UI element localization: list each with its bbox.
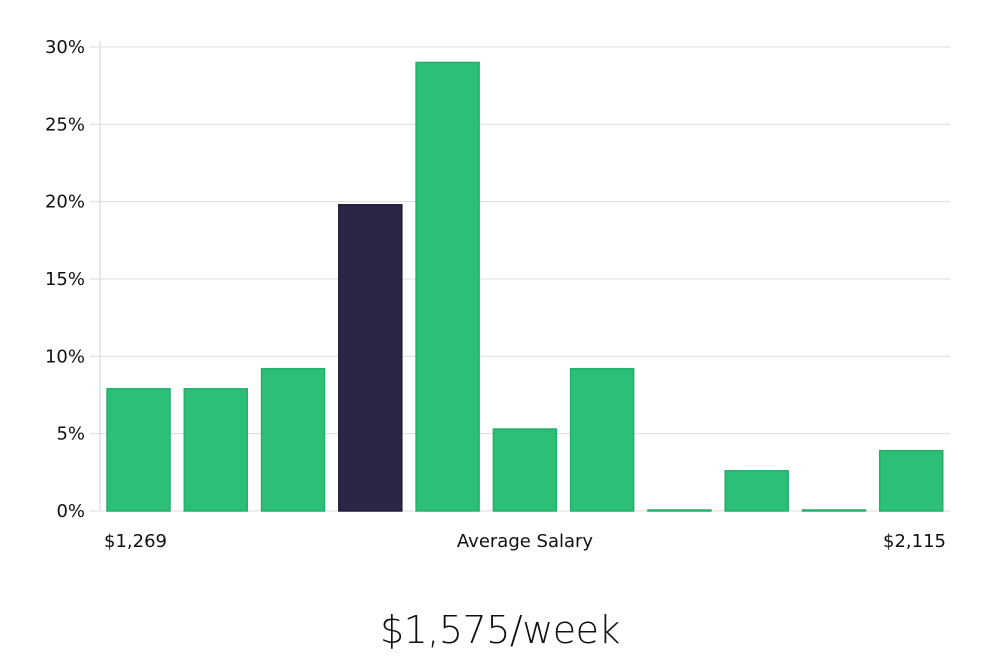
x-max-label: $2,115 (883, 531, 946, 552)
bar (183, 388, 249, 512)
y-tick-label: 25% (45, 114, 85, 135)
bar (260, 367, 326, 512)
bar (878, 449, 944, 512)
bar (492, 428, 558, 512)
bar-highlighted (338, 204, 403, 512)
bar (415, 61, 480, 512)
x-axis-title: Average Salary (457, 531, 594, 552)
salary-histogram: 0% 5% 10% 15% 20% 25% 30% $1,269 Average Salary $… (45, 37, 950, 552)
average-salary-value: $1,575/week (379, 608, 621, 652)
bar (724, 470, 789, 512)
x-min-label: $1,269 (104, 531, 167, 552)
y-tick-label: 20% (45, 192, 85, 213)
y-tick-label: 10% (45, 346, 85, 367)
y-tick-label: 5% (56, 424, 85, 445)
y-tick-label: 15% (45, 269, 85, 290)
y-tick-label: 30% (45, 37, 85, 58)
bar (569, 367, 635, 512)
bar (801, 509, 867, 512)
bar (106, 388, 171, 512)
y-tick-label: 0% (56, 501, 85, 522)
bar (647, 509, 712, 512)
